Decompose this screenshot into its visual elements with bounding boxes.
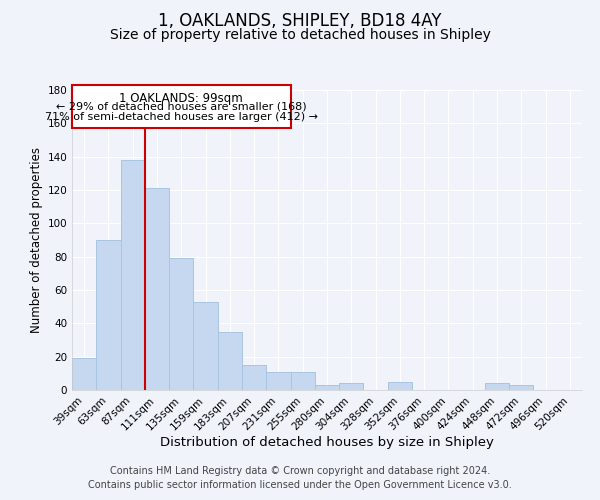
Bar: [96, 240, 121, 390]
Bar: [290, 372, 315, 390]
Text: Size of property relative to detached houses in Shipley: Size of property relative to detached ho…: [110, 28, 490, 42]
Bar: [145, 188, 169, 390]
FancyBboxPatch shape: [72, 85, 290, 128]
Text: Contains public sector information licensed under the Open Government Licence v3: Contains public sector information licen…: [88, 480, 512, 490]
Y-axis label: Number of detached properties: Number of detached properties: [30, 147, 43, 333]
Bar: [339, 384, 364, 390]
Bar: [169, 258, 193, 390]
Bar: [266, 372, 290, 390]
Text: 71% of semi-detached houses are larger (412) →: 71% of semi-detached houses are larger (…: [45, 112, 318, 122]
Bar: [218, 332, 242, 390]
Text: 1 OAKLANDS: 99sqm: 1 OAKLANDS: 99sqm: [119, 92, 243, 104]
X-axis label: Distribution of detached houses by size in Shipley: Distribution of detached houses by size …: [160, 436, 494, 449]
Bar: [509, 385, 533, 390]
Bar: [315, 385, 339, 390]
Bar: [485, 384, 509, 390]
Bar: [193, 302, 218, 390]
Text: ← 29% of detached houses are smaller (168): ← 29% of detached houses are smaller (16…: [56, 102, 307, 112]
Bar: [242, 365, 266, 390]
Bar: [388, 382, 412, 390]
Text: 1, OAKLANDS, SHIPLEY, BD18 4AY: 1, OAKLANDS, SHIPLEY, BD18 4AY: [158, 12, 442, 30]
Text: Contains HM Land Registry data © Crown copyright and database right 2024.: Contains HM Land Registry data © Crown c…: [110, 466, 490, 476]
Bar: [72, 358, 96, 390]
Bar: [121, 160, 145, 390]
